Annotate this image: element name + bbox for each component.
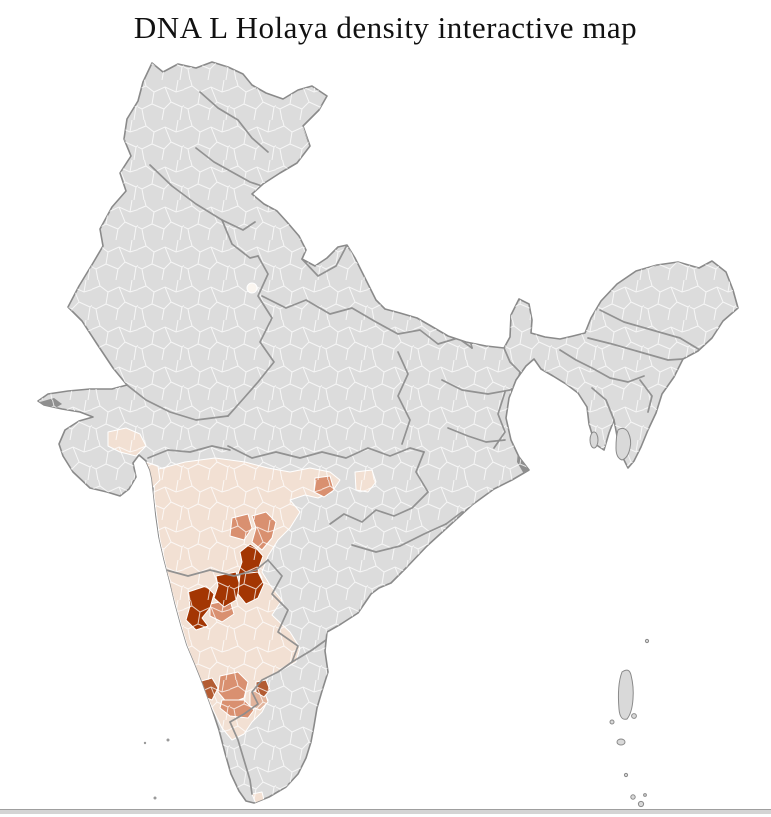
state-border — [639, 379, 653, 413]
state-border — [149, 164, 256, 231]
island[interactable] — [631, 713, 637, 719]
bottom-divider — [0, 809, 771, 814]
state-border — [351, 523, 447, 553]
state-border — [221, 219, 259, 259]
island[interactable] — [630, 794, 636, 800]
state-border — [147, 445, 231, 459]
page-title: DNA L Holaya density interactive map — [133, 10, 638, 45]
state-border — [126, 384, 229, 421]
island[interactable] — [623, 772, 629, 778]
state-border — [465, 299, 473, 349]
state-border — [195, 147, 263, 187]
island[interactable] — [617, 669, 634, 720]
state-border — [229, 721, 253, 795]
island[interactable] — [143, 741, 147, 745]
island[interactable] — [589, 431, 599, 449]
state-border — [559, 349, 645, 383]
island[interactable] — [166, 738, 170, 742]
state-border — [591, 387, 615, 421]
state-border — [301, 244, 348, 277]
state-border — [261, 295, 473, 349]
island[interactable] — [643, 793, 647, 797]
state-border — [227, 445, 425, 459]
andaman-nicobar-islands[interactable] — [589, 427, 650, 808]
island[interactable] — [644, 638, 650, 644]
state-border — [227, 255, 275, 417]
state-border — [229, 661, 293, 723]
district-highlight-small[interactable] — [246, 282, 258, 294]
state-border — [267, 559, 299, 663]
state-border — [587, 337, 684, 361]
island[interactable] — [615, 427, 632, 461]
island[interactable] — [153, 796, 157, 800]
state-border — [447, 427, 506, 443]
island[interactable] — [609, 719, 615, 725]
state-border — [199, 91, 269, 153]
state-border — [165, 559, 269, 577]
state-border — [329, 451, 429, 525]
lakshadweep-islands[interactable] — [143, 738, 170, 800]
island[interactable] — [637, 800, 645, 808]
state-border — [397, 351, 411, 445]
island[interactable] — [616, 738, 626, 746]
state-border — [599, 309, 701, 351]
